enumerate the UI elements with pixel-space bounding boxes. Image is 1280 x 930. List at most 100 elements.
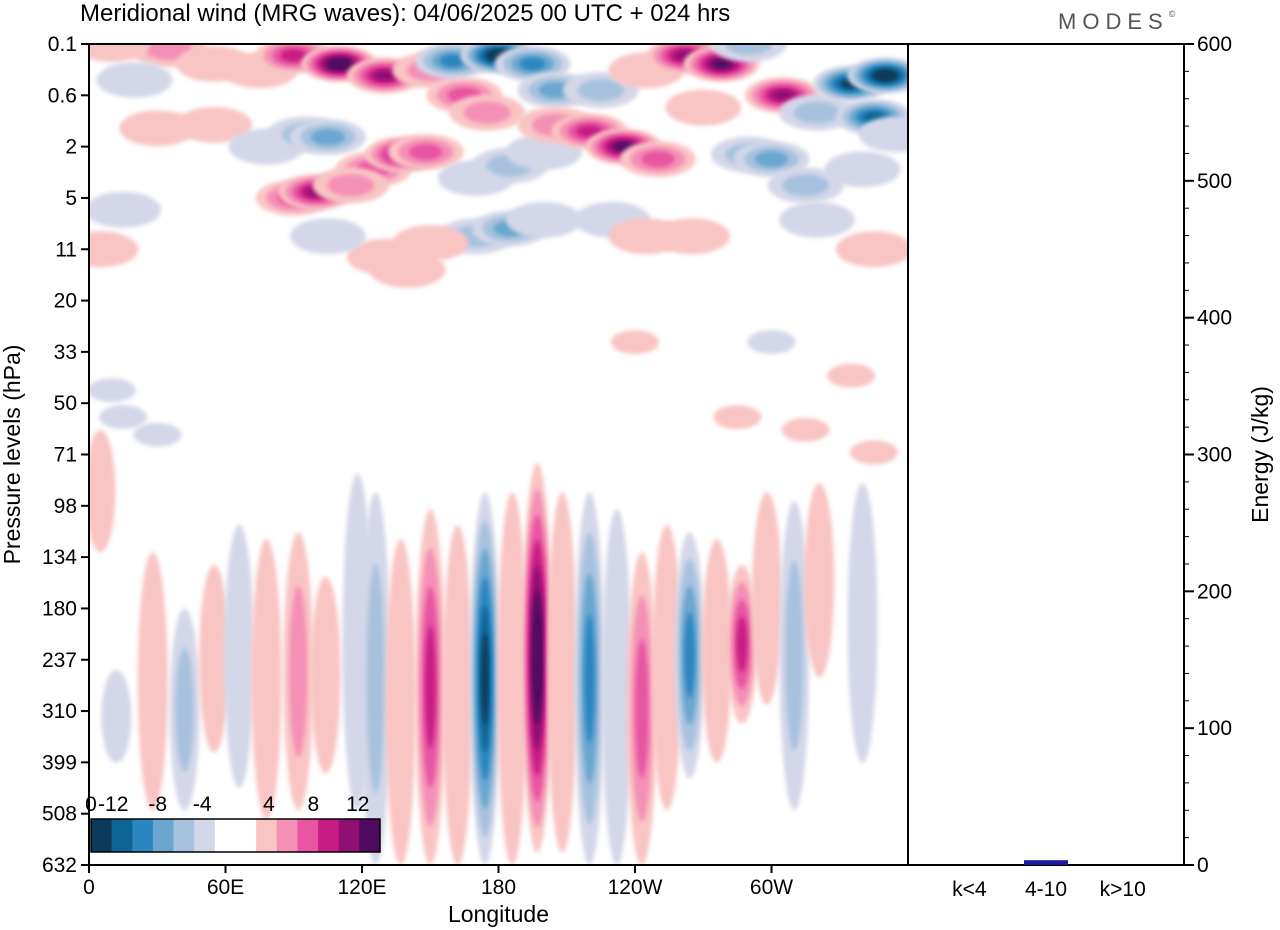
heatmap-column: [847, 483, 878, 763]
colorbar: -12 -8 -4 0 4 8 12: [85, 793, 381, 853]
energy-frame: [907, 43, 1185, 866]
heatmap-cell: [653, 218, 730, 255]
heatmap-cell: [439, 54, 467, 68]
heatmap-column: [736, 616, 748, 672]
heatmap-column: [751, 492, 782, 705]
heatmap-column: [385, 539, 416, 865]
heatmap-cell: [772, 90, 794, 101]
heatmap-column: [785, 560, 804, 751]
heatmap-column: [804, 483, 835, 678]
colorbar-swatch: [359, 819, 381, 852]
energy-tick-label: 100: [1197, 717, 1232, 740]
y-tick-label: 0.6: [48, 84, 77, 107]
heatmap-cell: [849, 440, 898, 465]
heatmap-cell: [311, 129, 345, 146]
heatmap-cell: [89, 231, 139, 268]
colorbar-swatch: [111, 819, 133, 852]
y-tick-label: 0.1: [48, 33, 77, 56]
heatmap-cell: [408, 144, 443, 160]
heatmap-cell: [89, 378, 136, 403]
y-tick-label: 71: [54, 444, 77, 467]
heatmap-cell: [89, 44, 150, 62]
heatmap-column: [635, 639, 649, 779]
heatmap-cell: [665, 89, 742, 126]
colorbar-swatch: [276, 819, 298, 852]
heatmap-column: [442, 524, 473, 865]
energy-bar: [1100, 864, 1145, 865]
heatmap-cell: [369, 251, 446, 288]
energy-bar: [947, 864, 992, 865]
heatmap-cell: [779, 201, 855, 238]
axes: 0.1 0.6 2 5 11 20 33 50 71 98 134 180 237 310 399 508 63…: [0, 33, 909, 927]
heatmap-cell: [640, 151, 675, 168]
heatmap-column: [651, 524, 682, 811]
y-tick-label: 237: [42, 649, 77, 672]
heatmap-cell: [119, 110, 196, 147]
heatmap-column: [101, 669, 132, 763]
colorbar-swatch: [194, 819, 216, 852]
heatmap-cell: [712, 59, 731, 69]
heatmap-column: [534, 617, 541, 699]
energy-tick-label: 0: [1197, 854, 1209, 877]
y-tick-label: 20: [54, 290, 77, 313]
heatmap-column: [199, 564, 230, 753]
colorbar-swatch: [91, 819, 112, 852]
heatmap-cell: [327, 174, 374, 197]
heatmap-field: [89, 44, 908, 865]
heatmap-cell: [519, 57, 546, 71]
x-tick-label: 180: [481, 876, 516, 899]
heatmap-cell: [858, 116, 908, 153]
colorbar-label: 12: [346, 793, 369, 816]
energy-tick-label: 400: [1197, 307, 1232, 330]
heatmap-cell: [713, 405, 762, 430]
heatmap-column: [289, 585, 308, 757]
heatmap-column: [425, 625, 436, 749]
heatmap-cell: [747, 330, 796, 355]
colorbar-swatch: [297, 819, 319, 852]
heatmap-cell: [538, 82, 573, 99]
heatmap-cell: [577, 79, 625, 102]
heatmap-column: [701, 539, 732, 763]
energy-bar: [1024, 860, 1068, 865]
chart-title: Meridional wind (MRG waves): 04/06/2025 …: [80, 0, 731, 27]
heatmap-column: [601, 509, 632, 865]
heatmap-column: [89, 429, 116, 553]
y-tick-label: 33: [54, 341, 77, 364]
y-tick-label: 399: [42, 751, 77, 774]
colorbar-swatch: [132, 819, 154, 852]
heatmap-cell: [793, 101, 841, 124]
heatmap-cell: [133, 422, 182, 447]
heatmap-cell: [280, 49, 307, 62]
colorbar-label: 8: [307, 793, 319, 816]
colorbar-swatch: [338, 819, 360, 852]
heatmap-cell: [176, 106, 253, 143]
heatmap-cell: [506, 201, 582, 238]
colorbar-swatch: [235, 819, 257, 852]
y-tick-label: 180: [42, 597, 77, 620]
heatmap-column: [366, 563, 385, 794]
heatmap-column: [481, 633, 489, 724]
colorbar-swatch: [152, 819, 174, 852]
heatmap-cell: [96, 61, 173, 98]
x-tick-label: 120E: [337, 876, 386, 899]
heatmap-column: [684, 612, 695, 698]
heatmap-cell: [331, 60, 348, 68]
colorbar-frame: [90, 818, 381, 853]
x-tick-label: 60E: [207, 876, 244, 899]
colorbar-label: -12: [98, 793, 128, 816]
y-axis-title: Pressure levels (hPa): [0, 345, 25, 565]
x-tick-label: 120W: [608, 876, 663, 899]
y-tick-label: 632: [42, 854, 77, 877]
heatmap-cell: [611, 330, 659, 355]
heatmap-cell: [725, 44, 773, 56]
heatmap-column: [497, 492, 528, 865]
colorbar-label: 0: [85, 793, 97, 816]
x-tick-label: 60W: [750, 876, 793, 899]
heatmap-column: [175, 647, 194, 772]
brand-mark: ©: [1168, 9, 1176, 19]
y-tick-label: 508: [42, 803, 77, 826]
modes-logo: MODES©: [1058, 9, 1175, 35]
energy-category-label: k<4: [952, 878, 987, 901]
colorbar-label: -8: [148, 793, 167, 816]
